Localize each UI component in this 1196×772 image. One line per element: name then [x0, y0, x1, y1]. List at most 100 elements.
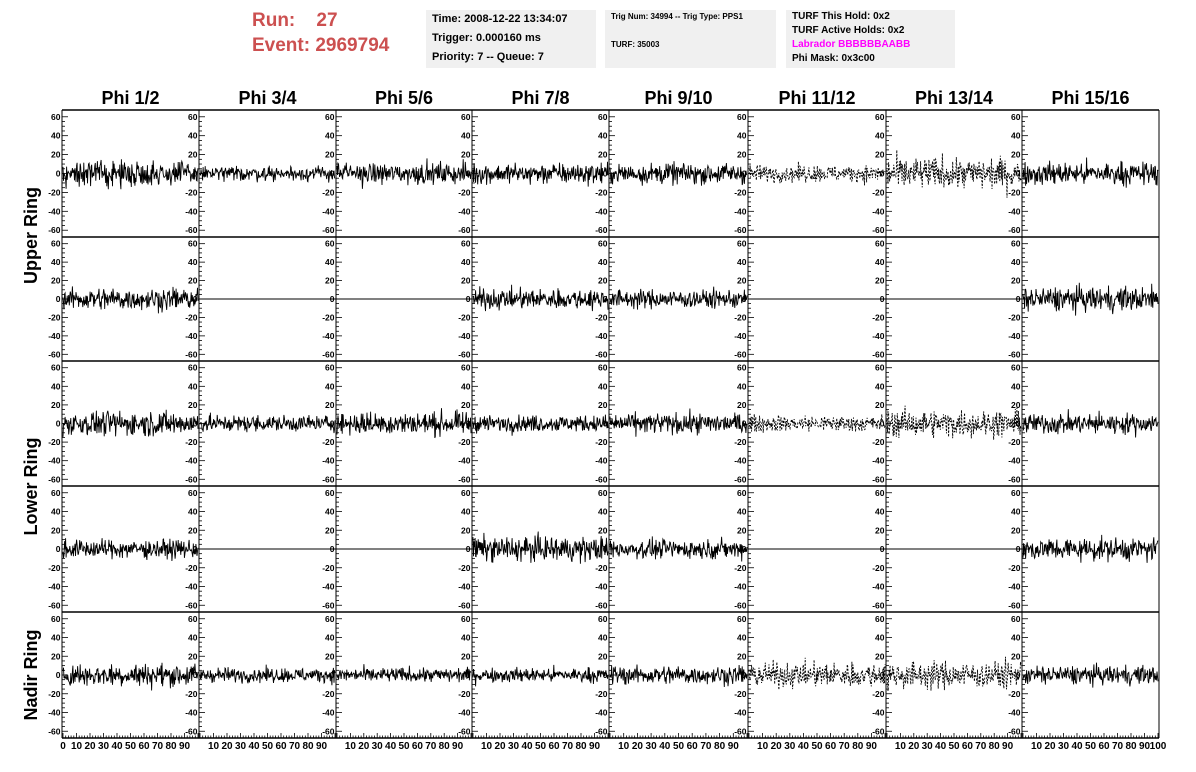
y-tick-label: 0: [330, 670, 335, 680]
y-tick-label: 60: [461, 363, 471, 373]
y-tick-label: -40: [872, 708, 885, 718]
y-tick-label: -40: [48, 708, 61, 718]
y-tick-label: -40: [185, 331, 198, 341]
y-tick-label: -20: [872, 563, 885, 573]
y-tick-label: -20: [1008, 689, 1021, 699]
y-tick-label: -40: [458, 582, 471, 592]
y-tick-label: -60: [322, 726, 335, 736]
y-tick-label: 60: [598, 239, 608, 249]
y-tick-label: 0: [330, 294, 335, 304]
waveform-trace: [609, 286, 748, 310]
x-tick-label: 20: [358, 741, 370, 752]
y-tick-label: 40: [188, 257, 198, 267]
y-tick-label: -60: [458, 600, 471, 610]
y-tick-label: 60: [461, 239, 471, 249]
waveform-trace: [472, 531, 609, 564]
y-tick-label: 40: [1011, 131, 1021, 141]
y-tick-label: -60: [734, 349, 747, 359]
waveform-trace: [1022, 662, 1159, 688]
y-tick-label: -20: [185, 689, 198, 699]
y-tick-label: -40: [872, 206, 885, 216]
waveform-trace: [609, 161, 748, 186]
y-tick-label: 0: [56, 544, 61, 554]
x-tick-label: 70: [289, 741, 301, 752]
y-tick-label: -20: [1008, 312, 1021, 322]
y-tick-label: 0: [1016, 169, 1021, 179]
y-tick-label: 60: [188, 363, 198, 373]
y-tick-label: -60: [458, 349, 471, 359]
y-tick-label: 0: [193, 419, 198, 429]
y-tick-label: 40: [188, 507, 198, 517]
y-tick-label: 40: [188, 633, 198, 643]
x-tick-label: 30: [1058, 741, 1070, 752]
y-tick-label: -60: [185, 225, 198, 235]
y-tick-label: 20: [461, 400, 471, 410]
y-tick-label: 20: [598, 150, 608, 160]
y-tick-label: 20: [325, 525, 335, 535]
run-value: 27: [316, 10, 338, 31]
y-tick-label: -40: [595, 708, 608, 718]
y-tick-label: -20: [185, 187, 198, 197]
y-tick-label: 40: [598, 381, 608, 391]
y-tick-label: 0: [880, 294, 885, 304]
y-tick-label: 0: [193, 544, 198, 554]
run-label: Run:: [252, 10, 296, 31]
waveform-trace: [1022, 534, 1159, 563]
y-tick-label: 40: [51, 257, 61, 267]
y-tick-label: 60: [325, 112, 335, 122]
x-tick-label: 80: [1125, 741, 1137, 752]
column-header: Phi 11/12: [778, 88, 855, 108]
y-tick-label: -60: [734, 225, 747, 235]
y-tick-label: 0: [742, 294, 747, 304]
y-tick-label: 40: [461, 633, 471, 643]
x-tick-label: 40: [521, 741, 533, 752]
y-tick-label: -60: [872, 726, 885, 736]
y-tick-label: 60: [325, 614, 335, 624]
y-tick-label: 60: [51, 239, 61, 249]
y-tick-label: 0: [330, 544, 335, 554]
trigger-text: Trigger: 0.000160 ms: [432, 32, 541, 44]
y-tick-label: -60: [595, 726, 608, 736]
y-tick-label: 20: [598, 276, 608, 286]
y-tick-label: 0: [742, 169, 747, 179]
waveform-trace: [472, 161, 609, 187]
waveform-trace: [886, 150, 1022, 198]
y-tick-label: -60: [872, 474, 885, 484]
y-tick-label: -20: [458, 187, 471, 197]
run-row: Run: 27: [252, 8, 389, 33]
x-tick-label: 30: [98, 741, 110, 752]
y-tick-label: -20: [48, 563, 61, 573]
x-tick-label: 80: [989, 741, 1001, 752]
waveform-trace: [748, 657, 886, 690]
y-tick-label: 20: [598, 651, 608, 661]
y-tick-label: 0: [603, 544, 608, 554]
y-tick-label: 40: [188, 381, 198, 391]
x-tick-label: 70: [562, 741, 574, 752]
y-tick-label: -20: [734, 187, 747, 197]
y-tick-label: -60: [1008, 726, 1021, 736]
y-tick-label: 0: [466, 419, 471, 429]
y-tick-label: 60: [598, 488, 608, 498]
y-tick-label: 40: [461, 381, 471, 391]
y-tick-label: 40: [51, 633, 61, 643]
waveform-trace: [336, 664, 472, 683]
y-tick-label: -40: [185, 708, 198, 718]
y-tick-label: 40: [875, 507, 885, 517]
y-tick-label: -40: [185, 456, 198, 466]
y-tick-label: 40: [1011, 257, 1021, 267]
y-tick-label: -60: [872, 600, 885, 610]
y-tick-label: 60: [461, 112, 471, 122]
y-tick-label: -60: [734, 474, 747, 484]
y-tick-label: 60: [598, 614, 608, 624]
y-tick-label: -60: [458, 225, 471, 235]
column-header: Phi 5/6: [375, 88, 433, 108]
y-tick-label: 0: [466, 169, 471, 179]
y-tick-label: -40: [458, 456, 471, 466]
x-tick-label: 10: [757, 741, 769, 752]
y-tick-label: 20: [188, 651, 198, 661]
y-tick-label: 0: [880, 544, 885, 554]
x-tick-label: 30: [784, 741, 796, 752]
waveform-trace: [199, 164, 336, 183]
y-tick-label: 0: [56, 294, 61, 304]
y-tick-label: 0: [1016, 419, 1021, 429]
